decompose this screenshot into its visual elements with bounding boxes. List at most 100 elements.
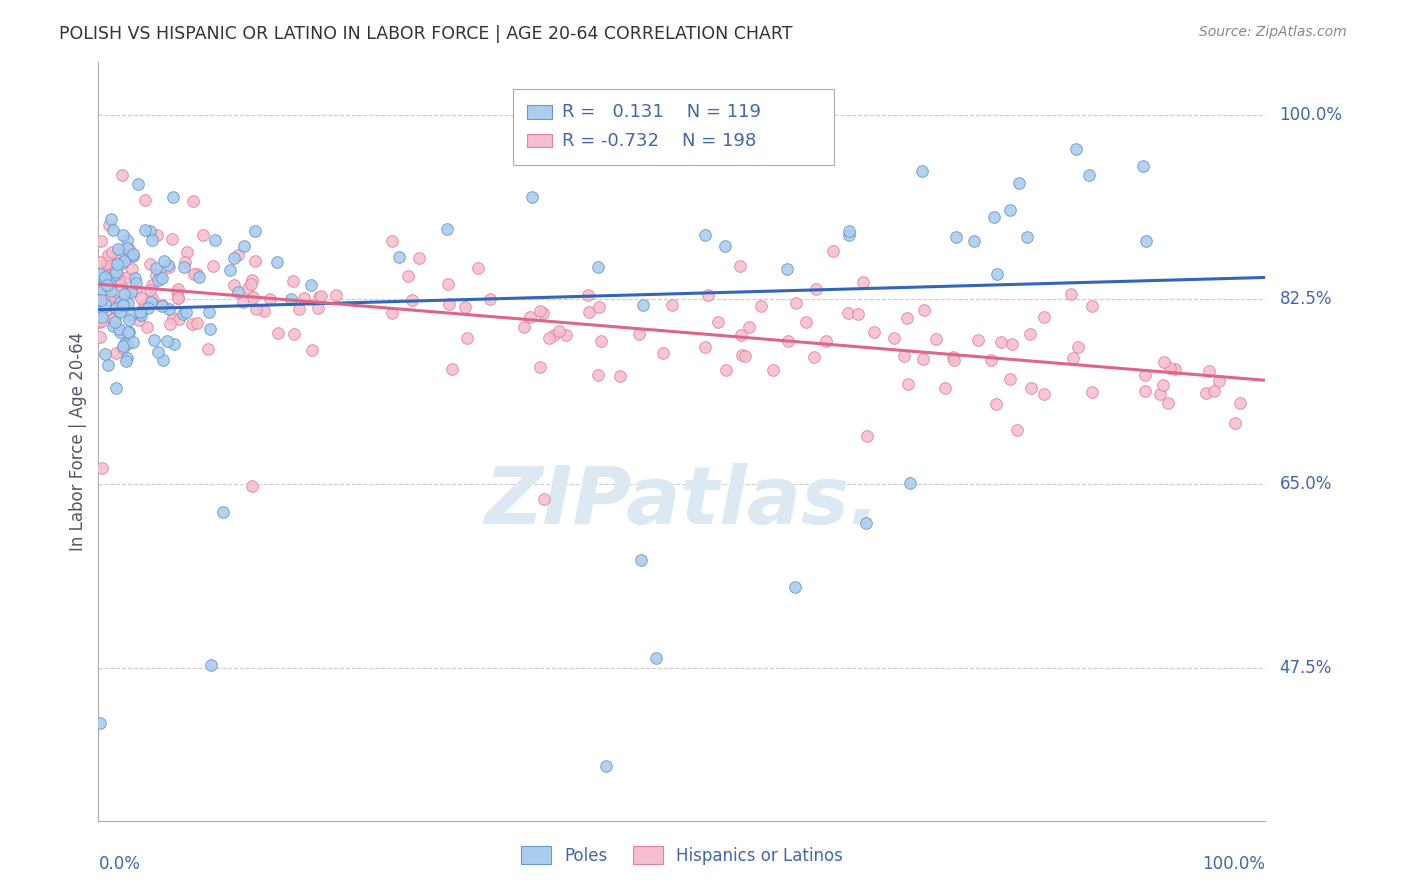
Point	[401, 293, 423, 308]
Point	[114, 286, 136, 301]
Point	[98, 277, 121, 291]
Text: ZIPatlas.: ZIPatlas.	[484, 463, 880, 541]
Point	[281, 274, 304, 288]
Point	[97, 247, 120, 261]
Point	[89, 255, 111, 269]
Text: POLISH VS HISPANIC OR LATINO IN LABOR FORCE | AGE 20-64 CORRELATION CHART: POLISH VS HISPANIC OR LATINO IN LABOR FO…	[59, 25, 793, 43]
Point	[963, 234, 986, 248]
Point	[103, 259, 125, 273]
Point	[110, 244, 132, 259]
Point	[121, 261, 143, 276]
Point	[896, 376, 918, 391]
Point	[114, 285, 136, 300]
Point	[1067, 340, 1090, 354]
Point	[96, 279, 118, 293]
Point	[103, 223, 125, 237]
Point	[838, 228, 860, 243]
Point	[232, 239, 254, 253]
Point	[191, 227, 214, 242]
Point	[162, 190, 184, 204]
Point	[107, 242, 129, 256]
Point	[90, 288, 112, 302]
Point	[125, 284, 148, 298]
Point	[114, 335, 136, 350]
Point	[652, 346, 675, 360]
Point	[108, 295, 131, 310]
Point	[157, 258, 180, 272]
Point	[141, 277, 163, 292]
Point	[942, 353, 965, 368]
Point	[197, 343, 219, 357]
Point	[110, 257, 132, 271]
Text: R = -0.732    N = 198: R = -0.732 N = 198	[562, 131, 756, 150]
Point	[240, 277, 263, 291]
Point	[141, 233, 163, 247]
Point	[118, 242, 141, 256]
Point	[1081, 299, 1104, 313]
Point	[630, 553, 652, 567]
Point	[138, 301, 160, 315]
Point	[111, 341, 134, 355]
Point	[198, 305, 221, 319]
Point	[1204, 384, 1226, 398]
Point	[115, 269, 138, 284]
Point	[245, 301, 267, 316]
Point	[201, 259, 224, 273]
Point	[240, 273, 263, 287]
Point	[148, 273, 170, 287]
Point	[751, 299, 773, 313]
Point	[127, 178, 149, 192]
Point	[627, 327, 650, 342]
Point	[222, 251, 245, 265]
Point	[479, 292, 502, 306]
Point	[408, 252, 430, 266]
Point	[103, 268, 125, 283]
Point	[576, 288, 599, 302]
Point	[98, 279, 121, 293]
Point	[1164, 362, 1187, 376]
Point	[98, 277, 121, 292]
Point	[162, 232, 184, 246]
Point	[89, 283, 111, 297]
Point	[101, 265, 124, 279]
Point	[785, 580, 807, 594]
Point	[172, 306, 194, 320]
Point	[89, 315, 111, 329]
Point	[94, 294, 117, 309]
Point	[467, 261, 489, 276]
Point	[224, 277, 246, 292]
Point	[120, 308, 142, 322]
Point	[118, 313, 141, 327]
Point	[108, 271, 131, 285]
Text: Source: ZipAtlas.com: Source: ZipAtlas.com	[1199, 25, 1347, 39]
Point	[157, 260, 180, 274]
Text: R =   0.131    N = 119: R = 0.131 N = 119	[562, 103, 761, 120]
Point	[706, 315, 728, 329]
Point	[156, 334, 179, 348]
Point	[253, 303, 276, 318]
Point	[519, 310, 541, 324]
Point	[440, 362, 463, 376]
Point	[588, 300, 610, 314]
Point	[803, 350, 825, 364]
Point	[794, 315, 817, 329]
Point	[697, 287, 720, 301]
Text: 0.0%: 0.0%	[98, 855, 141, 872]
Point	[90, 234, 112, 248]
Point	[89, 267, 111, 281]
Point	[218, 262, 240, 277]
Point	[998, 372, 1021, 386]
Point	[266, 255, 288, 269]
Point	[157, 301, 180, 316]
Point	[945, 229, 967, 244]
Point	[588, 368, 610, 383]
Point	[90, 310, 112, 324]
Point	[1032, 386, 1054, 401]
Point	[103, 310, 125, 325]
Point	[141, 292, 163, 306]
Point	[141, 295, 163, 310]
Point	[124, 271, 146, 285]
Point	[100, 211, 122, 226]
Point	[325, 287, 347, 301]
Point	[105, 267, 128, 281]
